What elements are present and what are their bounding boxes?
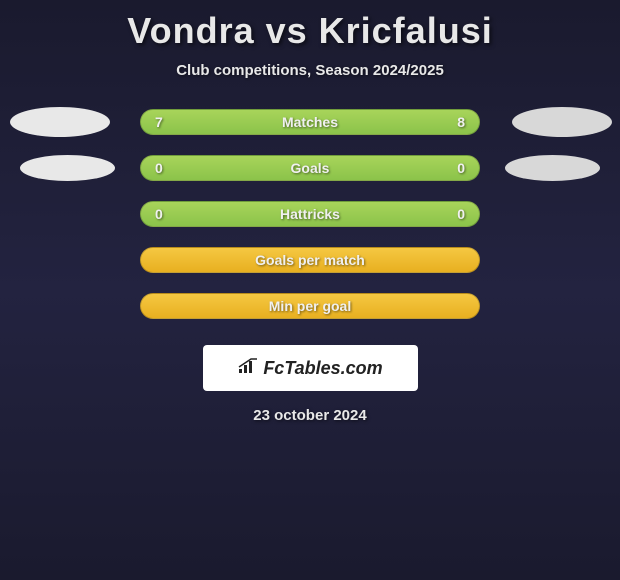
stat-label: Goals per match (255, 252, 365, 268)
page-subtitle: Club competitions, Season 2024/2025 (176, 62, 444, 79)
player-left-indicator (10, 107, 110, 137)
stat-row-hattricks: 0 Hattricks 0 (0, 201, 620, 227)
date-label: 23 october 2024 (253, 407, 366, 424)
comparison-widget: Vondra vs Kricfalusi Club competitions, … (0, 0, 620, 434)
player-left-indicator (20, 155, 115, 181)
stat-row-goals: 0 Goals 0 (0, 155, 620, 181)
stat-label: Goals (291, 160, 330, 176)
stat-left-value: 0 (155, 160, 163, 176)
stat-bar-goals: 0 Goals 0 (140, 155, 480, 181)
stat-label: Hattricks (280, 206, 340, 222)
stat-row-min-per-goal: Min per goal (0, 293, 620, 319)
stat-label: Min per goal (269, 298, 351, 314)
stat-right-value: 8 (457, 114, 465, 130)
stat-bar-hattricks: 0 Hattricks 0 (140, 201, 480, 227)
player-right-indicator (505, 155, 600, 181)
stat-right-value: 0 (457, 160, 465, 176)
page-title: Vondra vs Kricfalusi (127, 10, 492, 52)
stat-bar-goals-per-match: Goals per match (140, 247, 480, 273)
stat-bar-matches: 7 Matches 8 (140, 109, 480, 135)
player-right-indicator (512, 107, 612, 137)
brand-logo[interactable]: FcTables.com (203, 345, 418, 391)
brand-logo-text: FcTables.com (263, 358, 382, 379)
stat-row-matches: 7 Matches 8 (0, 109, 620, 135)
stat-bar-min-per-goal: Min per goal (140, 293, 480, 319)
stat-label: Matches (282, 114, 338, 130)
chart-icon (237, 357, 259, 380)
stat-left-value: 7 (155, 114, 163, 130)
stat-left-value: 0 (155, 206, 163, 222)
stat-right-value: 0 (457, 206, 465, 222)
stat-row-goals-per-match: Goals per match (0, 247, 620, 273)
